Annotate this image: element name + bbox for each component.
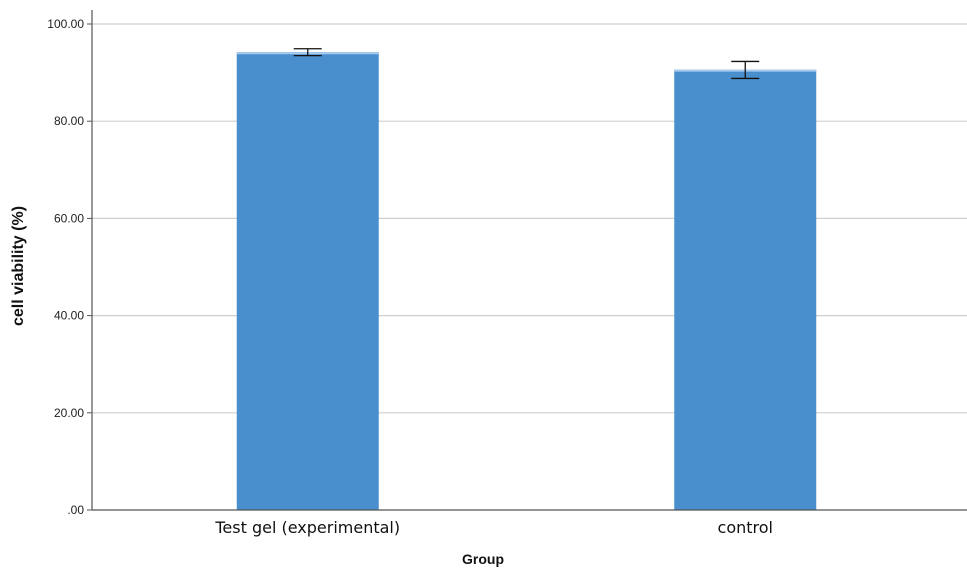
x-category-labels: Test gel (experimental) control [214, 518, 773, 537]
gridlines [92, 23, 967, 414]
error-bars [293, 48, 760, 80]
bar [236, 52, 379, 511]
bar [674, 69, 817, 511]
axes [91, 10, 967, 511]
y-tick-labels: .00 20.00 40.00 60.00 80.00 100.00 [47, 17, 92, 517]
y-tick-label: 60.00 [54, 211, 84, 225]
x-category-label: Test gel (experimental) [214, 518, 400, 537]
y-tick-label: 40.00 [54, 309, 84, 323]
y-tick-label: 20.00 [54, 406, 84, 420]
y-axis-title: cell viability (%) [10, 206, 27, 326]
y-tick-label: 100.00 [47, 17, 84, 31]
y-tick-label: 80.00 [54, 114, 84, 128]
x-axis-title: Group [462, 551, 504, 567]
y-tick-label: .00 [67, 503, 84, 517]
x-category-label: control [718, 518, 773, 537]
